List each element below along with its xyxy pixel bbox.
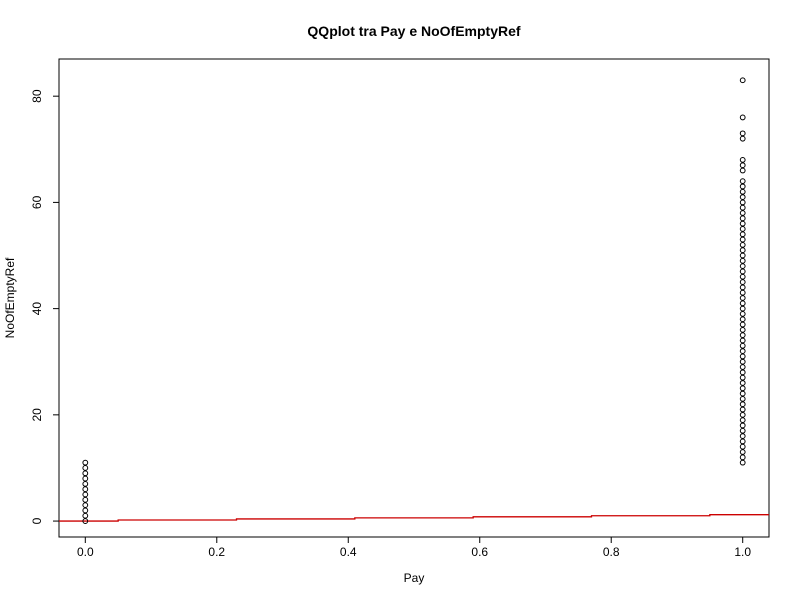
- x-axis: 0.0 0.2 0.4 0.6 0.8 1.0: [77, 537, 751, 559]
- data-point: [739, 454, 746, 461]
- data-point: [739, 380, 746, 386]
- data-point: [739, 449, 746, 455]
- y-tick-label: 40: [30, 302, 44, 316]
- data-point: [739, 204, 746, 211]
- data-point: [82, 518, 89, 524]
- data-point: [739, 199, 746, 206]
- data-point: [82, 496, 89, 503]
- data-point: [739, 321, 746, 328]
- data-point: [739, 130, 746, 137]
- data-point: [739, 226, 746, 232]
- y-tick-label: 0: [30, 517, 44, 524]
- data-point: [739, 231, 746, 238]
- data-point: [739, 220, 746, 227]
- x-tick-label: 0.0: [77, 545, 94, 559]
- x-tick-label: 0.2: [208, 545, 225, 559]
- data-point: [739, 279, 746, 285]
- data-point: [739, 210, 746, 216]
- data-point: [739, 194, 746, 200]
- data-point: [739, 215, 746, 222]
- plot-frame: [58, 58, 770, 538]
- reference-line: [59, 514, 769, 522]
- data-point: [739, 422, 746, 429]
- data-point: [82, 512, 89, 519]
- y-tick-label: 80: [30, 89, 44, 103]
- x-tick-label: 0.4: [340, 545, 357, 559]
- data-point: [739, 417, 746, 424]
- data-point: [739, 316, 746, 323]
- data-point: [739, 188, 746, 195]
- data-point: [739, 411, 746, 418]
- chart-title: QQplot tra Pay e NoOfEmptyRef: [307, 23, 520, 39]
- data-point: [739, 268, 746, 275]
- data-point: [739, 443, 746, 450]
- data-point: [739, 364, 746, 370]
- data-point: [739, 311, 746, 317]
- data-point: [739, 326, 746, 333]
- data-points: [82, 77, 746, 524]
- data-point: [739, 157, 746, 163]
- data-point: [739, 390, 746, 397]
- data-point: [739, 337, 746, 344]
- data-point: [739, 135, 746, 142]
- y-axis: 0 20 40 60 80: [30, 89, 59, 524]
- data-point: [739, 385, 746, 392]
- data-point: [739, 263, 746, 270]
- data-point: [82, 459, 89, 466]
- y-tick-label: 20: [30, 408, 44, 422]
- data-point: [739, 289, 746, 296]
- data-point: [739, 332, 746, 339]
- data-point: [739, 178, 746, 185]
- data-point: [739, 295, 746, 301]
- x-axis-label: Pay: [404, 571, 425, 585]
- x-tick-label: 0.8: [603, 545, 620, 559]
- data-point: [739, 348, 746, 355]
- data-point: [739, 396, 746, 402]
- data-point: [739, 406, 746, 413]
- data-point: [739, 305, 746, 312]
- data-point: [739, 252, 746, 259]
- data-point: [739, 427, 746, 434]
- data-point: [739, 114, 746, 121]
- y-tick-label: 60: [30, 195, 44, 209]
- data-point: [739, 284, 746, 291]
- data-point: [739, 167, 746, 174]
- y-axis-label: NoOfEmptyRef: [3, 257, 17, 338]
- data-point: [82, 480, 89, 487]
- data-point: [739, 358, 746, 365]
- data-point: [739, 401, 746, 408]
- data-point: [739, 433, 746, 439]
- data-point: [739, 342, 746, 349]
- data-point: [739, 459, 746, 466]
- data-point: [82, 475, 89, 482]
- data-point: [82, 491, 89, 498]
- data-point: [739, 369, 746, 376]
- reference-line-path: [59, 514, 769, 522]
- data-point: [739, 353, 746, 360]
- data-point: [739, 162, 746, 169]
- x-tick-label: 0.6: [471, 545, 488, 559]
- data-point: [739, 241, 746, 248]
- data-point: [82, 486, 89, 493]
- data-point: [82, 507, 89, 514]
- data-point: [82, 465, 89, 471]
- data-point: [82, 502, 89, 509]
- data-point: [739, 77, 746, 84]
- data-point: [739, 183, 746, 190]
- data-point: [739, 236, 746, 243]
- data-point: [739, 273, 746, 280]
- x-tick-label: 1.0: [734, 545, 751, 559]
- data-point: [739, 374, 746, 381]
- data-point: [739, 257, 746, 264]
- data-point: [739, 438, 746, 445]
- data-point: [739, 247, 746, 254]
- data-point: [82, 470, 89, 477]
- data-point: [739, 300, 746, 307]
